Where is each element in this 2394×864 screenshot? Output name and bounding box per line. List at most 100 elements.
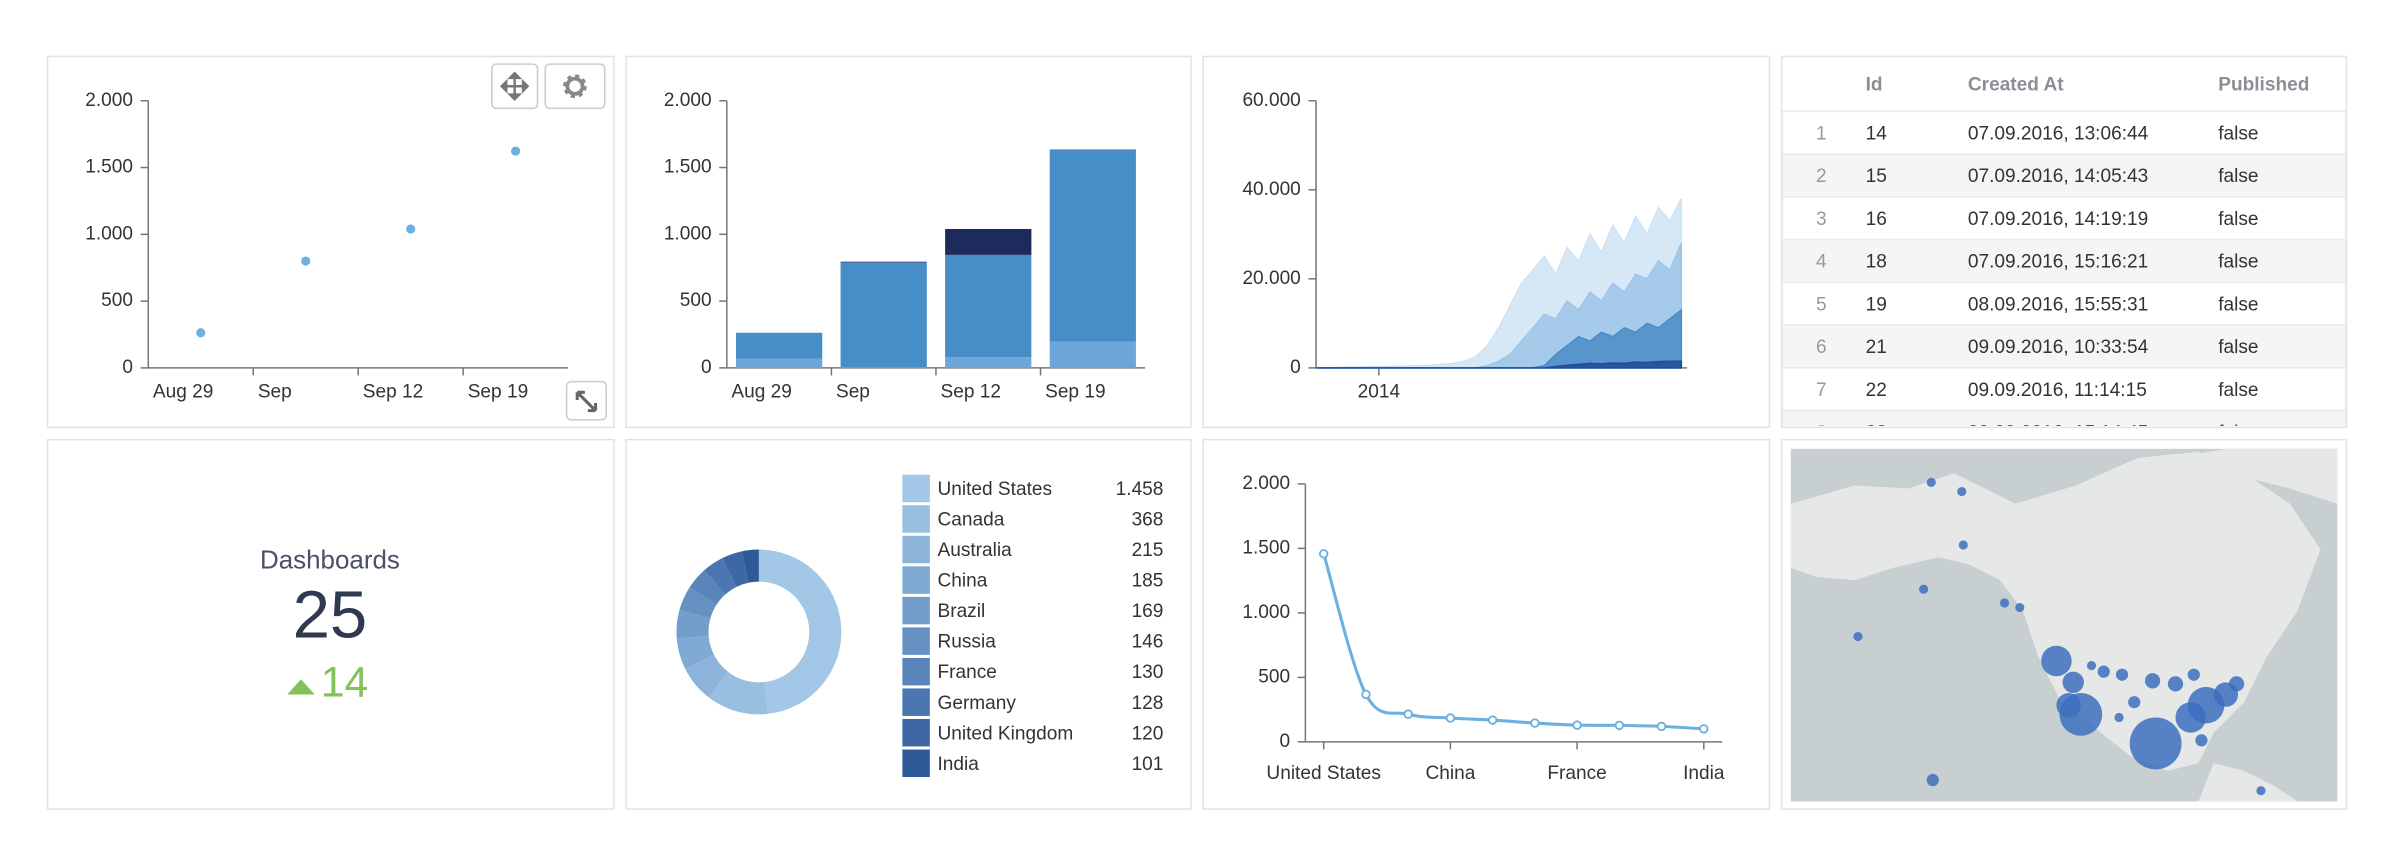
table-cell: 7 — [1816, 380, 1827, 401]
line-point — [1318, 549, 1329, 559]
bar-segment — [945, 254, 1032, 358]
x-tick-label: France — [1547, 763, 1606, 784]
legend-label: United Kingdom — [937, 723, 1073, 744]
legend-value: 120 — [1132, 723, 1164, 744]
legend-value: 215 — [1132, 540, 1164, 561]
bar-segment — [735, 358, 823, 368]
table-cell: 23 — [1866, 423, 1887, 444]
column-header: Id — [1866, 75, 1883, 96]
table-row — [1781, 324, 2347, 369]
y-tick-label: 500 — [1258, 666, 1290, 687]
table-cell: 15 — [1866, 166, 1887, 187]
column-header: Published — [2218, 75, 2309, 96]
bar-segment — [945, 357, 1032, 368]
legend-value: 368 — [1132, 510, 1164, 531]
table-cell: 18 — [1866, 252, 1887, 273]
legend-swatch — [902, 627, 930, 655]
legend-label: Australia — [937, 540, 1012, 561]
table: Id Created At Published 1 14 07.09.2016, 13:0… — [1781, 75, 2347, 444]
legend-label: India — [937, 754, 979, 775]
table-cell: 5 — [1816, 294, 1827, 315]
legend-label: Germany — [937, 693, 1016, 714]
table-cell: false — [2218, 380, 2258, 401]
bar-segment — [1049, 150, 1136, 342]
donut-slice — [685, 654, 729, 698]
x-tick-label: Sep 19 — [468, 381, 528, 402]
x-tick-label: 2014 — [1358, 381, 1401, 402]
map — [1790, 448, 2338, 802]
legend-label: Brazil — [937, 601, 985, 622]
y-tick-label: 40.000 — [1242, 179, 1300, 200]
y-tick-label: 0 — [701, 357, 712, 378]
legend-swatch — [902, 657, 930, 686]
donut-slice — [676, 636, 714, 670]
table-cell: 1 — [1816, 123, 1827, 144]
x-tick-label: Sep 12 — [941, 381, 1001, 402]
donut-slice — [676, 609, 711, 639]
line-point — [1445, 713, 1456, 723]
settings-button[interactable] — [544, 63, 606, 110]
table-cell: false — [2218, 337, 2258, 358]
legend-value: 185 — [1132, 571, 1164, 592]
line-point — [1403, 709, 1413, 719]
y-tick-label: 0 — [122, 357, 133, 378]
table-cell: 09.09.2016, 15:14:45 — [1968, 423, 2148, 444]
donut-slice — [704, 558, 737, 595]
table-row — [1781, 409, 2347, 426]
table-cell: false — [2218, 123, 2258, 144]
y-tick-label: 1.000 — [85, 223, 133, 244]
bar-segment — [945, 228, 1032, 255]
legend-label: Canada — [937, 510, 1004, 531]
table-cell: false — [2218, 252, 2258, 273]
table-cell: 2 — [1816, 166, 1827, 187]
y-tick-label: 500 — [680, 290, 712, 311]
move-button[interactable] — [490, 63, 539, 110]
legend-swatch — [902, 566, 930, 594]
y-tick-label: 1.500 — [85, 157, 133, 178]
table-cell: false — [2218, 209, 2258, 230]
donut-slice — [758, 549, 842, 714]
card-title: Dashboards — [260, 547, 400, 575]
table-cell: 08.09.2016, 15:55:31 — [1968, 294, 2148, 315]
y-tick-label: 1.000 — [1242, 602, 1290, 623]
x-tick-label: Aug 29 — [153, 381, 213, 402]
y-tick-label: 1.500 — [664, 157, 712, 178]
x-tick-label: Aug 29 — [731, 381, 791, 402]
table-row — [1781, 281, 2347, 326]
x-tick-label: China — [1425, 763, 1475, 784]
line-point — [1530, 718, 1540, 728]
y-tick-label: 2.000 — [85, 90, 133, 111]
line-point — [1699, 724, 1709, 734]
legend-label: China — [937, 571, 987, 592]
legend-value: 101 — [1132, 754, 1164, 775]
legend-swatch — [902, 749, 930, 777]
area — [1316, 360, 1683, 369]
up-arrow — [287, 679, 315, 695]
point — [196, 328, 206, 338]
table-cell: 21 — [1866, 337, 1887, 358]
x-tick-label: Sep — [836, 381, 870, 402]
table-cell: 07.09.2016, 14:05:43 — [1968, 166, 2148, 187]
x-tick-label: Sep — [258, 381, 292, 402]
legend-label: Russia — [937, 632, 996, 653]
donut-slice — [689, 570, 726, 605]
table-cell: 4 — [1816, 252, 1827, 273]
line-point — [1361, 689, 1371, 700]
y-tick-label: 0 — [1290, 357, 1301, 378]
table-cell: 8 — [1816, 423, 1827, 444]
line-point — [1572, 720, 1582, 730]
line-point — [1656, 721, 1667, 732]
table-cell: 09.09.2016, 10:33:54 — [1968, 337, 2149, 358]
bar-segment — [840, 261, 927, 263]
table-cell: false — [2218, 294, 2258, 315]
table-cell: 07.09.2016, 15:16:21 — [1968, 252, 2148, 273]
resize-button[interactable] — [565, 380, 608, 421]
point — [511, 146, 521, 156]
table-cell: 14 — [1866, 123, 1888, 144]
table-cell: 07.09.2016, 13:06:44 — [1968, 123, 2149, 144]
y-tick-label: 1.000 — [664, 223, 712, 244]
x-tick-label: United States — [1266, 763, 1381, 784]
x-tick-label: Sep 12 — [363, 381, 423, 402]
table-cell: 6 — [1816, 337, 1827, 358]
bar-segment — [840, 367, 927, 368]
